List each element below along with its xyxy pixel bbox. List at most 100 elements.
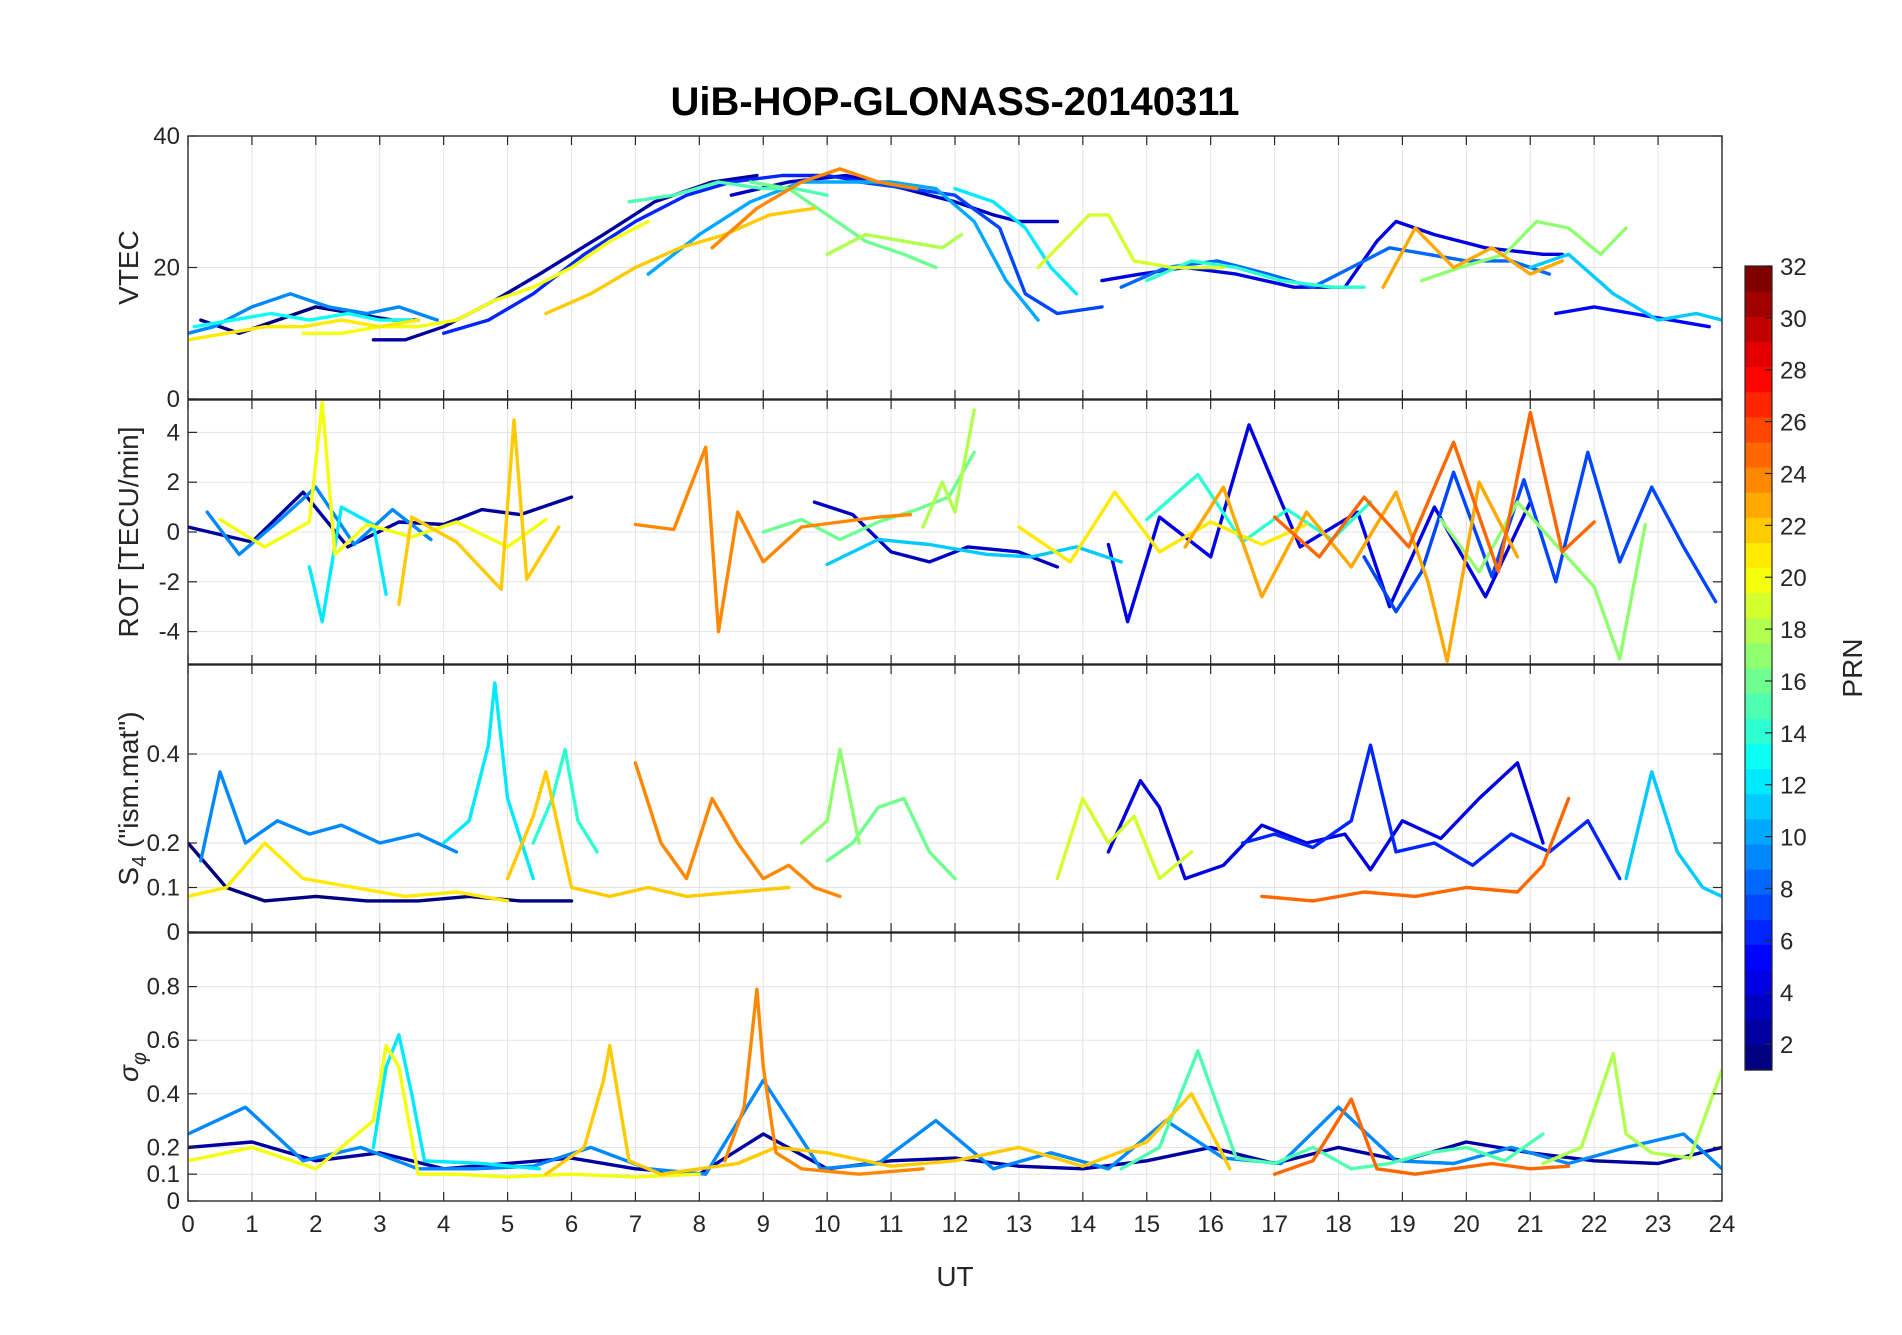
x-tick-label: 12 [942, 1211, 969, 1238]
y-axis-label-part: σ [113, 1064, 144, 1082]
panel-traces [188, 400, 1718, 664]
prn-20-trace [301, 219, 650, 335]
prn-12-trace [953, 186, 1079, 296]
y-tick-label: 0.8 [147, 974, 180, 1001]
colorbar-segment [1745, 416, 1772, 443]
prn-15-trace [1119, 1049, 1545, 1171]
colorbar-tick-label: 14 [1780, 721, 1807, 748]
colorbar-segment [1745, 517, 1772, 543]
colorbar-segment [1745, 266, 1772, 292]
colorbar-segment [1745, 316, 1772, 342]
x-tick-label: 8 [693, 1211, 706, 1238]
y-axis-label-subscript: 4 [129, 856, 151, 867]
x-tick-label: 1 [245, 1211, 258, 1238]
prn-9-trace [188, 1078, 1722, 1176]
prn-18-trace [921, 408, 976, 529]
colorbar-segment [1745, 567, 1772, 594]
y-tick-label: -2 [159, 569, 180, 596]
x-tick-label: 13 [1006, 1211, 1033, 1238]
colorbar-segment [1745, 291, 1772, 317]
x-tick-label: 17 [1261, 1211, 1288, 1238]
chart-title: UiB-HOP-GLONASS-20140311 [670, 80, 1239, 124]
prn-21-trace [1017, 490, 1309, 564]
panel-2: -4 -2 0 2 4 ROT [TECU/min] [113, 399, 1723, 665]
colorbar-tick-label: 12 [1780, 773, 1807, 800]
prn-22-trace [505, 770, 791, 899]
x-tick-label: 6 [565, 1211, 578, 1238]
prn-9-trace [205, 485, 433, 557]
prn-19-trace [1055, 796, 1194, 881]
colorbar-segment [1745, 366, 1772, 393]
prn-12-trace [442, 681, 535, 881]
x-tick-label: 20 [1453, 1211, 1480, 1238]
panel-traces [188, 167, 1722, 342]
panel-4: 00.10.2 0.4 0.6 0.8 σφ [113, 932, 1723, 1215]
x-axis-label: UT [936, 1261, 973, 1292]
prn-11-trace [1528, 252, 1722, 322]
x-tick-label: 14 [1069, 1211, 1096, 1238]
colorbar-tick-label: 16 [1780, 669, 1807, 696]
x-tick-label: 9 [757, 1211, 770, 1238]
y-tick-label: 0.4 [147, 741, 180, 768]
prn-20-trace [188, 1043, 701, 1179]
colorbar-tick-label: 32 [1780, 254, 1807, 281]
colorbar-segment [1745, 1044, 1772, 1071]
prn-11-trace [1624, 770, 1722, 899]
y-axis-label-subscript: φ [129, 1052, 151, 1065]
x-tick-label: 2 [309, 1211, 322, 1238]
prn-21-trace [188, 318, 420, 342]
y-tick-label: 0 [167, 919, 180, 946]
prn-17-trace [1439, 500, 1647, 661]
y-tick-label: 0 [167, 519, 180, 546]
colorbar-segment [1745, 718, 1772, 744]
colorbar-segment [1745, 467, 1772, 493]
panel-traces [188, 681, 1722, 903]
prn-25-trace [1272, 1097, 1571, 1176]
x-tick-label: 22 [1581, 1211, 1608, 1238]
prn-13-trace [192, 311, 414, 329]
x-tick-label: 18 [1325, 1211, 1352, 1238]
colorbar-segment [1745, 1019, 1772, 1046]
prn-11-trace [825, 537, 1123, 567]
x-tick-label: 15 [1133, 1211, 1160, 1238]
colorbar-segment [1745, 894, 1772, 920]
x-tick-label: 0 [181, 1211, 194, 1238]
colorbar-segment [1745, 843, 1772, 870]
colorbar-frame [1744, 265, 1773, 1071]
x-tick-label: 5 [501, 1211, 514, 1238]
colorbar-segment [1745, 693, 1772, 719]
prn-24-trace [633, 445, 912, 634]
colorbar-segment [1745, 542, 1772, 569]
colorbar-segment [1745, 869, 1772, 895]
colorbar-segment [1745, 743, 1772, 770]
prn-16-trace [825, 796, 957, 881]
x-tick-label: 19 [1389, 1211, 1416, 1238]
colorbar-segment [1745, 617, 1772, 644]
colorbar-tick-label: 8 [1780, 876, 1793, 903]
colorbar-tick-label: 26 [1780, 410, 1807, 437]
colorbar-tick-label: 22 [1780, 513, 1807, 540]
panel-1: 0 20 40 VTEC [113, 123, 1723, 413]
x-tick-label: 4 [437, 1211, 450, 1238]
prn-24-trace [723, 987, 925, 1176]
y-tick-label: 0.1 [147, 875, 180, 902]
panel-grid [188, 136, 1722, 399]
prn-9-trace [199, 770, 459, 863]
colorbar-label: PRN [1837, 638, 1868, 697]
prn-6-trace [442, 173, 868, 335]
y-tick-label: 0.6 [147, 1027, 180, 1054]
colorbar-tick-label: 20 [1780, 565, 1807, 592]
x-tick-label: 23 [1645, 1211, 1672, 1238]
prn-24-trace [710, 167, 919, 250]
colorbar-segment [1745, 492, 1772, 518]
colorbar-tick-label: 30 [1780, 306, 1807, 333]
prn-22-trace [544, 206, 817, 316]
colorbar-segment [1745, 441, 1772, 468]
prn-22-trace [397, 418, 561, 606]
prn-18-trace [825, 232, 964, 256]
panel-grid [188, 933, 1722, 1201]
y-tick-label: 0 [167, 1188, 180, 1215]
y-tick-label: 2 [167, 469, 180, 496]
